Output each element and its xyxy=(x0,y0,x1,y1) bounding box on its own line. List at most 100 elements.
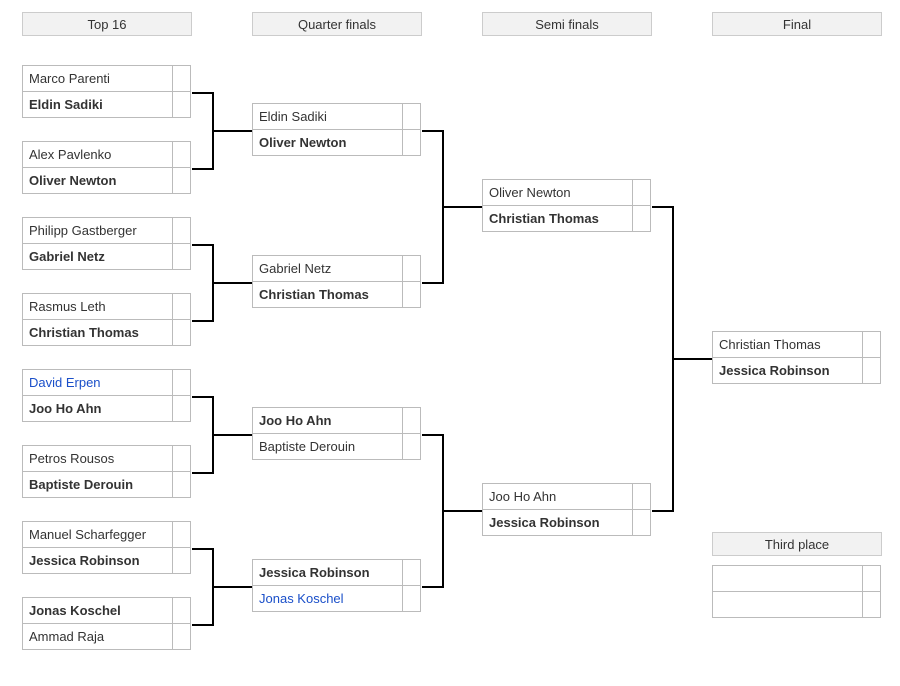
player-name: Jessica Robinson xyxy=(713,358,863,384)
player-name: Gabriel Netz xyxy=(253,256,403,282)
player-name: Christian Thomas xyxy=(23,320,173,346)
r16-match-5: David ErpenJoo Ho Ahn xyxy=(22,369,191,422)
connector xyxy=(192,624,212,626)
player-score xyxy=(863,592,881,618)
player-score xyxy=(173,244,191,270)
connector xyxy=(192,168,212,170)
player-name: Christian Thomas xyxy=(713,332,863,358)
connector xyxy=(652,206,672,208)
player-score xyxy=(403,130,421,156)
player-score xyxy=(403,434,421,460)
player-name: Alex Pavlenko xyxy=(23,142,173,168)
player-score xyxy=(633,484,651,510)
player-score xyxy=(633,206,651,232)
r16-match-8: Jonas KoschelAmmad Raja xyxy=(22,597,191,650)
player-name: Eldin Sadiki xyxy=(23,92,173,118)
connector xyxy=(212,586,252,588)
player-score xyxy=(863,566,881,592)
third-place-header: Third place xyxy=(712,532,882,556)
player-score xyxy=(403,586,421,612)
player-name: Manuel Scharfegger xyxy=(23,522,173,548)
connector xyxy=(672,358,712,360)
round-header-final: Final xyxy=(712,12,882,36)
player-score xyxy=(173,446,191,472)
player-name: Joo Ho Ahn xyxy=(23,396,173,422)
connector xyxy=(442,206,482,208)
player-score xyxy=(173,168,191,194)
player-name: Petros Rousos xyxy=(23,446,173,472)
player-score xyxy=(403,282,421,308)
player-name: Jessica Robinson xyxy=(23,548,173,574)
final-match: Christian ThomasJessica Robinson xyxy=(712,331,881,384)
player-score xyxy=(173,598,191,624)
player-name: Joo Ho Ahn xyxy=(483,484,633,510)
player-name: Baptiste Derouin xyxy=(23,472,173,498)
player-score xyxy=(863,332,881,358)
connector xyxy=(192,548,212,550)
player-score xyxy=(403,408,421,434)
connector xyxy=(192,92,212,94)
player-score xyxy=(173,522,191,548)
player-name: Christian Thomas xyxy=(253,282,403,308)
connector xyxy=(422,586,442,588)
player-name xyxy=(713,566,863,592)
player-score xyxy=(173,320,191,346)
third-place-match xyxy=(712,565,881,618)
player-name: Joo Ho Ahn xyxy=(253,408,403,434)
connector xyxy=(212,130,252,132)
player-score xyxy=(173,370,191,396)
player-name: Jessica Robinson xyxy=(483,510,633,536)
round-header-qf: Quarter finals xyxy=(252,12,422,36)
player-name: Ammad Raja xyxy=(23,624,173,650)
r16-match-3: Philipp GastbergerGabriel Netz xyxy=(22,217,191,270)
player-score xyxy=(173,548,191,574)
player-score xyxy=(403,104,421,130)
player-score xyxy=(173,142,191,168)
connector xyxy=(192,244,212,246)
sf-match-2: Joo Ho AhnJessica Robinson xyxy=(482,483,651,536)
connector xyxy=(442,510,482,512)
r16-match-7: Manuel ScharfeggerJessica Robinson xyxy=(22,521,191,574)
player-name xyxy=(713,592,863,618)
player-name: Christian Thomas xyxy=(483,206,633,232)
player-score xyxy=(173,472,191,498)
connector xyxy=(652,510,672,512)
connector xyxy=(422,434,442,436)
player-score xyxy=(403,560,421,586)
player-name: David Erpen xyxy=(23,370,173,396)
player-score xyxy=(173,66,191,92)
player-score xyxy=(173,218,191,244)
player-name: Jonas Koschel xyxy=(253,586,403,612)
qf-match-1: Eldin SadikiOliver Newton xyxy=(252,103,421,156)
player-name: Gabriel Netz xyxy=(23,244,173,270)
player-score xyxy=(173,396,191,422)
connector xyxy=(192,472,212,474)
qf-match-3: Joo Ho AhnBaptiste Derouin xyxy=(252,407,421,460)
connector xyxy=(212,434,252,436)
player-name: Jonas Koschel xyxy=(23,598,173,624)
player-name: Philipp Gastberger xyxy=(23,218,173,244)
connector xyxy=(422,130,442,132)
qf-match-2: Gabriel NetzChristian Thomas xyxy=(252,255,421,308)
player-name: Marco Parenti xyxy=(23,66,173,92)
player-name: Oliver Newton xyxy=(253,130,403,156)
connector xyxy=(192,396,212,398)
r16-match-6: Petros RousosBaptiste Derouin xyxy=(22,445,191,498)
player-name: Oliver Newton xyxy=(483,180,633,206)
player-name: Jessica Robinson xyxy=(253,560,403,586)
player-score xyxy=(173,294,191,320)
player-score xyxy=(633,510,651,536)
player-name: Rasmus Leth xyxy=(23,294,173,320)
round-header-r16: Top 16 xyxy=(22,12,192,36)
connector xyxy=(422,282,442,284)
player-score xyxy=(403,256,421,282)
r16-match-4: Rasmus LethChristian Thomas xyxy=(22,293,191,346)
player-score xyxy=(633,180,651,206)
player-name: Baptiste Derouin xyxy=(253,434,403,460)
qf-match-4: Jessica RobinsonJonas Koschel xyxy=(252,559,421,612)
player-score xyxy=(173,92,191,118)
player-name: Oliver Newton xyxy=(23,168,173,194)
player-name: Eldin Sadiki xyxy=(253,104,403,130)
r16-match-2: Alex PavlenkoOliver Newton xyxy=(22,141,191,194)
sf-match-1: Oliver NewtonChristian Thomas xyxy=(482,179,651,232)
